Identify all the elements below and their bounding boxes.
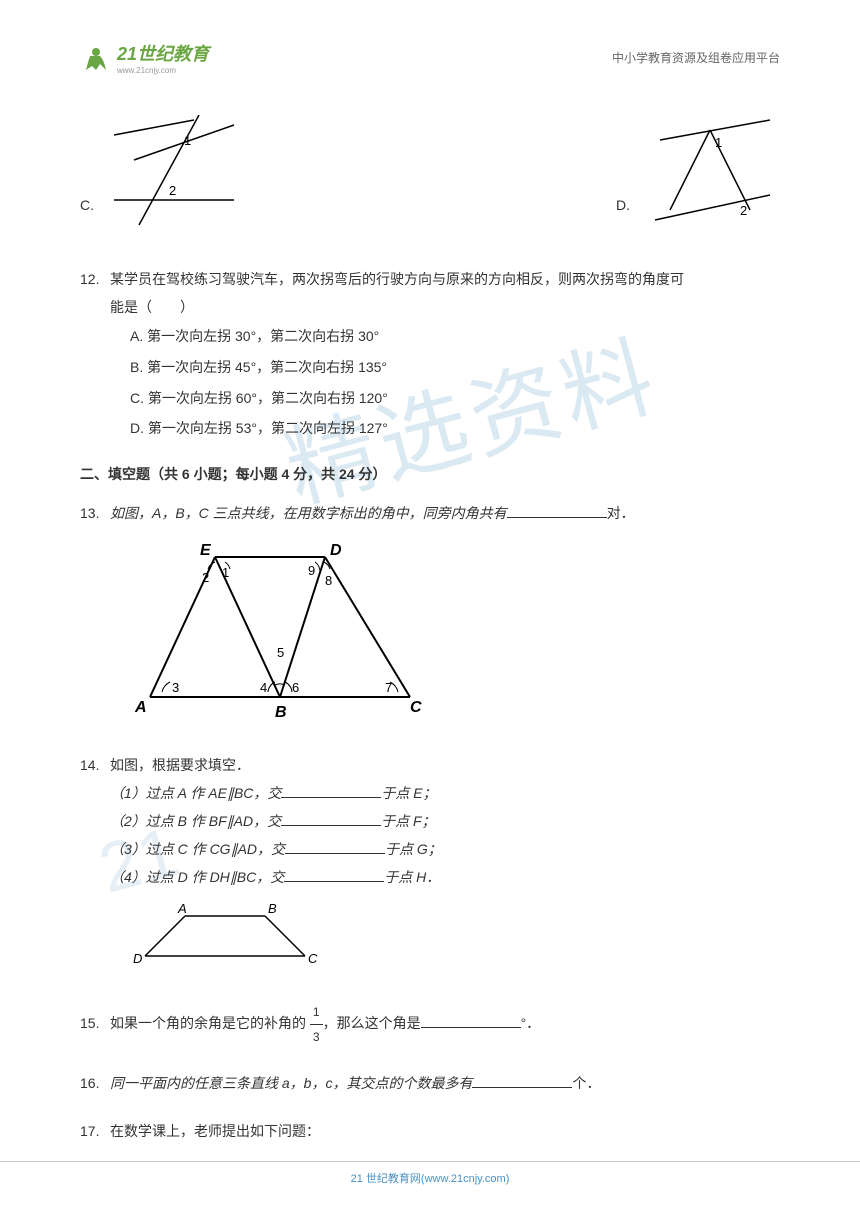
q12-num: 12.: [80, 265, 110, 293]
svg-text:1: 1: [715, 135, 722, 150]
question-13: 13.如图，A，B，C 三点共线，在用数字标出的角中，同旁内角共有 对．: [80, 499, 780, 731]
question-12: 12.某学员在驾校练习驾驶汽车，两次拐弯后的行驶方向与原来的方向相反，则两次拐弯…: [80, 265, 780, 444]
q16-blank: [472, 1072, 572, 1088]
svg-text:1: 1: [222, 565, 229, 580]
svg-text:7: 7: [385, 680, 392, 695]
svg-text:3: 3: [172, 680, 179, 695]
svg-text:1: 1: [184, 133, 191, 148]
q13-num: 13.: [80, 499, 110, 527]
svg-text:E: E: [200, 542, 212, 559]
q14-sub1-end: 于点 E；: [381, 785, 436, 801]
option-d-label: D.: [616, 197, 630, 213]
option-c: C. 1 2: [80, 115, 244, 235]
q12-text: 某学员在驾校练习驾驶汽车，两次拐弯后的行驶方向与原来的方向相反，则两次拐弯的角度…: [110, 271, 684, 287]
question-15: 15.如果一个角的余角是它的补角的 13，那么这个角是 °．: [80, 1000, 780, 1049]
option-d-figure: 1 2: [640, 115, 780, 235]
q16-text: 同一平面内的任意三条直线 a，b，c，其交点的个数最多有: [110, 1075, 472, 1091]
options-cd-row: C. 1 2 D. 1 2: [80, 115, 780, 235]
q14-sub4-end: 于点 H．: [384, 869, 440, 885]
q14-num: 14.: [80, 751, 110, 779]
q17-text: 在数学课上，老师提出如下问题：: [110, 1123, 320, 1139]
logo-url: www.21cnjy.com: [117, 66, 209, 75]
q15-text-mid: ，那么这个角是: [323, 1015, 421, 1031]
svg-text:2: 2: [202, 570, 209, 585]
svg-text:8: 8: [325, 573, 332, 588]
svg-text:A: A: [134, 699, 147, 716]
q16-num: 16.: [80, 1069, 110, 1097]
q14-blank2: [281, 810, 381, 826]
q14-sub4: （4）过点 D 作 DH∥BC，交: [110, 869, 284, 885]
logo-text: 21世纪教育: [117, 40, 209, 66]
option-c-figure: 1 2: [104, 115, 244, 235]
q14-blank1: [281, 782, 381, 798]
option-d: D. 1 2: [616, 115, 780, 235]
svg-text:C: C: [308, 951, 318, 966]
logo: 21世纪教育 www.21cnjy.com: [80, 40, 209, 75]
q15-text: 如果一个角的余角是它的补角的: [110, 1015, 310, 1031]
page-footer: 21 世纪教育网(www.21cnjy.com): [0, 1161, 860, 1186]
q14-sub3-end: 于点 G；: [385, 841, 442, 857]
q15-num: 15.: [80, 1009, 110, 1037]
svg-text:D: D: [133, 951, 142, 966]
q14-figure: A B C D: [130, 901, 330, 971]
q14-sub3: （3）过点 C 作 CG∥AD，交: [110, 841, 285, 857]
svg-text:D: D: [330, 542, 342, 559]
option-c-label: C.: [80, 197, 94, 213]
q14-text: 如图，根据要求填空．: [110, 757, 250, 773]
q17-num: 17.: [80, 1117, 110, 1145]
q14-sub2: （2）过点 B 作 BF∥AD，交: [110, 813, 281, 829]
header-right-text: 中小学教育资源及组卷应用平台: [612, 49, 780, 66]
svg-text:6: 6: [292, 680, 299, 695]
q14-sub1: （1）过点 A 作 AE∥BC，交: [110, 785, 281, 801]
svg-text:9: 9: [308, 563, 315, 578]
q13-figure: A B C E D 1 2 3 4 5 6 7 8 9: [130, 537, 430, 722]
question-17: 17.在数学课上，老师提出如下问题：: [80, 1117, 780, 1145]
svg-text:C: C: [410, 699, 422, 716]
question-16: 16.同一平面内的任意三条直线 a，b，c，其交点的个数最多有 个．: [80, 1069, 780, 1097]
question-14: 14.如图，根据要求填空． （1）过点 A 作 AE∥BC，交 于点 E； （2）…: [80, 751, 780, 980]
q15-blank: [421, 1012, 521, 1028]
svg-text:4: 4: [260, 680, 267, 695]
q13-text: 如图，A，B，C 三点共线，在用数字标出的角中，同旁内角共有: [110, 505, 507, 521]
q13-text-end: 对．: [607, 505, 635, 521]
logo-icon: [80, 42, 112, 74]
svg-text:2: 2: [169, 183, 176, 198]
section-2-title: 二、填空题（共 6 小题；每小题 4 分，共 24 分）: [80, 464, 780, 484]
q14-blank4: [284, 866, 384, 882]
svg-text:2: 2: [740, 203, 747, 218]
q14-sub2-end: 于点 F；: [381, 813, 435, 829]
svg-text:B: B: [275, 704, 287, 721]
q12-opt-b: B. 第一次向左拐 45°，第二次向右拐 135°: [130, 352, 780, 383]
q12-opt-d: D. 第一次向左拐 53°，第二次向左拐 127°: [130, 413, 780, 444]
page-header: 21世纪教育 www.21cnjy.com 中小学教育资源及组卷应用平台: [80, 40, 780, 75]
svg-text:A: A: [177, 901, 187, 916]
q14-blank3: [285, 838, 385, 854]
q15-fraction: 13: [310, 1000, 323, 1049]
q12-opt-a: A. 第一次向左拐 30°，第二次向右拐 30°: [130, 321, 780, 352]
q16-text-end: 个．: [572, 1075, 600, 1091]
q12-opt-c: C. 第一次向左拐 60°，第二次向右拐 120°: [130, 383, 780, 414]
q13-blank: [507, 502, 607, 518]
q15-text-end: °．: [521, 1015, 541, 1031]
q12-text2: 能是（ ）: [110, 293, 780, 321]
svg-text:5: 5: [277, 645, 284, 660]
svg-text:B: B: [268, 901, 277, 916]
